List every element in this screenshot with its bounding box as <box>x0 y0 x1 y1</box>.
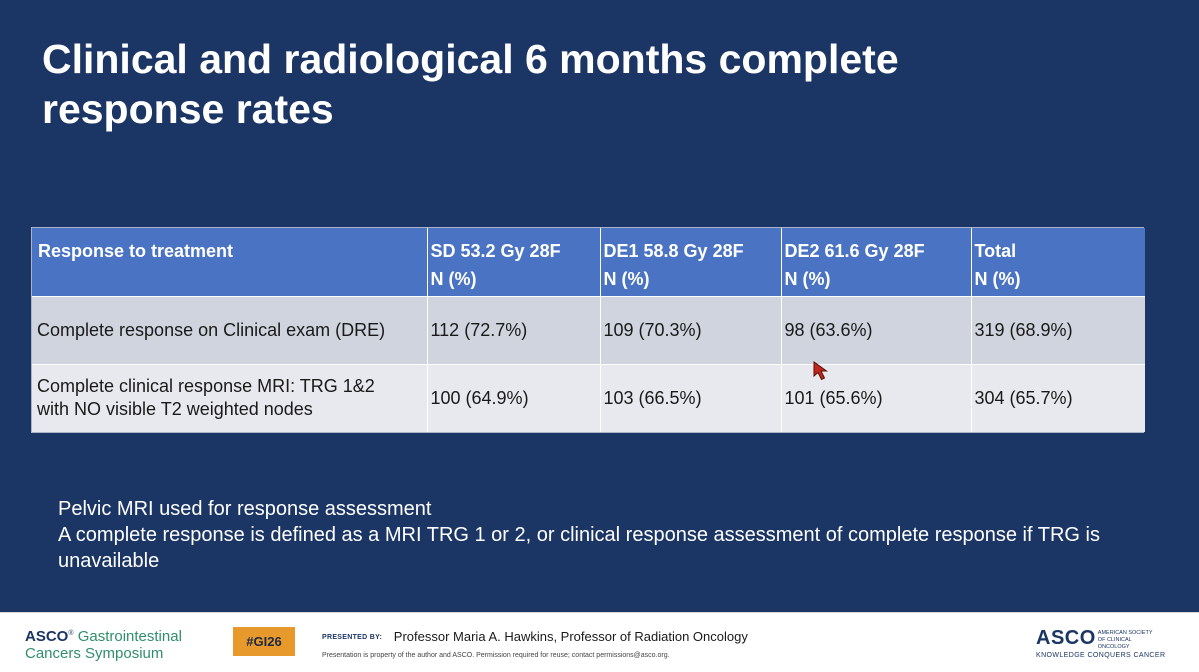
table-cell: 98 (63.6%) <box>781 295 972 364</box>
header-de2: DE2 61.6 Gy 28F N (%) <box>781 228 972 296</box>
row-label: Complete clinical response MRI: TRG 1&2 … <box>32 363 428 432</box>
asco-logo-text: ASCO <box>1036 627 1096 649</box>
header-response-to-treatment: Response to treatment <box>32 228 428 296</box>
table-cell: 112 (72.7%) <box>427 295 601 364</box>
slide-title: Clinical and radiological 6 months compl… <box>42 34 1162 134</box>
logo-asco-text: ASCO <box>25 628 69 645</box>
header-total: Total N (%) <box>971 228 1145 296</box>
table-cell: 103 (66.5%) <box>600 363 782 432</box>
table-cell: 109 (70.3%) <box>600 295 782 364</box>
row-label-text: with NO visible T2 weighted nodes <box>37 399 313 420</box>
response-table: Response to treatment SD 53.2 Gy 28F N (… <box>31 227 1145 433</box>
header-subtext: N (%) <box>603 269 650 289</box>
table-header-row: Response to treatment SD 53.2 Gy 28F N (… <box>32 228 1145 296</box>
hashtag-badge: #GI26 <box>233 627 295 656</box>
slide-title-line-2: response rates <box>42 86 334 132</box>
presenter-info: PRESENTED BY: Professor Maria A. Hawkins… <box>322 629 962 659</box>
gi-symposium-logo: ASCO® Gastrointestinal Cancers Symposium <box>25 625 215 662</box>
slide-notes: Pelvic MRI used for response assessment … <box>58 496 1178 574</box>
row-label-text: Complete response on Clinical exam (DRE) <box>37 319 386 340</box>
note-line: A complete response is defined as a MRI … <box>58 524 1100 572</box>
header-text: Total <box>974 241 1017 261</box>
note-line: Pelvic MRI used for response assessment <box>58 498 432 520</box>
table-cell: 304 (65.7%) <box>971 363 1145 432</box>
logo-line-1: Gastrointestinal <box>77 628 182 645</box>
slide-footer: ASCO® Gastrointestinal Cancers Symposium… <box>0 612 1199 672</box>
asco-tagline: KNOWLEDGE CONQUERS CANCER <box>1036 652 1166 659</box>
table-cell: 319 (68.9%) <box>971 295 1145 364</box>
presenter-name: Professor Maria A. Hawkins, Professor of… <box>393 629 748 644</box>
presented-by-label: PRESENTED BY: <box>322 634 383 641</box>
asco-logo-subtext: AMERICAN SOCIETY OF CLINICAL ONCOLOGY <box>1097 630 1153 650</box>
header-de1: DE1 58.8 Gy 28F N (%) <box>600 228 782 296</box>
asco-logo: ASCO AMERICAN SOCIETY OF CLINICAL ONCOLOG… <box>1036 627 1186 659</box>
header-text: DE2 61.6 Gy 28F <box>784 241 925 261</box>
header-subtext: N (%) <box>784 269 831 289</box>
header-text: DE1 58.8 Gy 28F <box>603 241 744 261</box>
slide: Clinical and radiological 6 months compl… <box>0 0 1199 612</box>
disclaimer: Presentation is property of the author a… <box>322 652 670 659</box>
table-row: Complete response on Clinical exam (DRE)… <box>32 295 1145 364</box>
table-cell: 101 (65.6%) <box>781 363 972 432</box>
slide-title-line-1: Clinical and radiological 6 months compl… <box>42 36 899 82</box>
header-text: SD 53.2 Gy 28F <box>430 241 561 261</box>
header-sd: SD 53.2 Gy 28F N (%) <box>427 228 601 296</box>
row-label: Complete response on Clinical exam (DRE) <box>32 295 428 364</box>
logo-registered-mark: ® <box>68 630 74 637</box>
logo-line-2: Cancers Symposium <box>25 645 164 662</box>
header-text: Response to treatment <box>38 241 234 261</box>
header-subtext: N (%) <box>430 269 477 289</box>
pointer-cursor-icon <box>813 361 829 381</box>
table-row: Complete clinical response MRI: TRG 1&2 … <box>32 363 1145 432</box>
header-subtext: N (%) <box>974 269 1021 289</box>
row-label-text: Complete clinical response MRI: TRG 1&2 <box>37 376 375 397</box>
table-cell: 100 (64.9%) <box>427 363 601 432</box>
